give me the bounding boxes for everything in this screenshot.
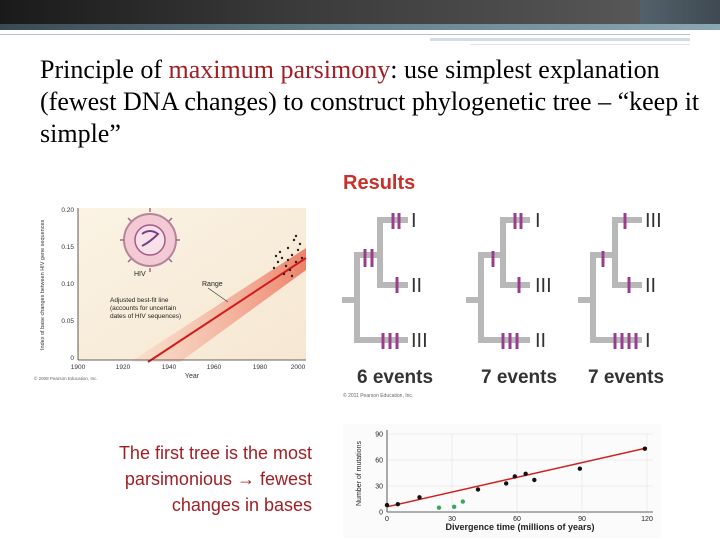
data-point: [417, 495, 422, 500]
decor-line: [470, 44, 690, 45]
fit-label: dates of HIV sequences): [110, 313, 181, 320]
leaf-label: I: [645, 330, 651, 352]
header-band: [0, 0, 720, 24]
title-text: Principle of: [40, 55, 169, 84]
data-point: [642, 446, 648, 451]
trend-line: [386, 447, 648, 508]
decor-line: [0, 34, 690, 35]
x-tick-label: 30: [448, 516, 456, 523]
x-tick-label: 1920: [116, 364, 131, 371]
leaf-label: II: [411, 275, 422, 297]
y-tick-label: 60: [375, 458, 383, 465]
leaf-label: III: [645, 210, 662, 232]
copyright: © 2008 Pearson Education, Inc.: [34, 375, 98, 381]
y-tick-label: 0: [70, 355, 74, 362]
hiv-virus-illustration: [120, 208, 180, 272]
x-tick-label: 1900: [71, 364, 86, 371]
fit-label: Adjusted best-fit line: [110, 297, 169, 304]
x-axis-label: Year: [185, 373, 200, 380]
x-tick-label: 0: [385, 516, 389, 523]
x-tick-label: 90: [578, 516, 586, 523]
data-point: [460, 499, 466, 504]
hiv-sequence-points: [272, 234, 304, 278]
tick-labels: 0 30 60 90 0 30 60 90 120: [375, 432, 653, 524]
y-tick-label: 0: [379, 510, 383, 517]
data-point: [512, 474, 518, 479]
copyright: © 2011 Pearson Education, Inc.: [343, 392, 413, 399]
leaf-label: III: [411, 330, 428, 352]
hiv-label: HIV: [134, 271, 146, 278]
header-stripe: [0, 24, 720, 30]
x-tick-label: 2000: [291, 364, 306, 371]
y-axis-label: Number of mutations: [356, 441, 363, 506]
header-band-accent: [640, 0, 720, 24]
results-heading: Results: [343, 172, 415, 194]
y-tick-label: 90: [375, 432, 383, 439]
decor-line: [430, 38, 690, 41]
events-label: 7 events: [588, 367, 664, 388]
leaf-label: III: [535, 275, 552, 297]
leaf-label: II: [535, 330, 546, 352]
events-label: 7 events: [481, 367, 557, 388]
x-axis-label: Divergence time (millions of years): [445, 522, 594, 532]
y-tick-label: 0.20: [61, 207, 74, 214]
data-point: [451, 504, 457, 509]
mutation-markers: [363, 213, 638, 349]
leaf-label: I: [411, 210, 417, 232]
data-point: [577, 466, 583, 471]
caption: The first tree is the most parsimonious …: [118, 443, 312, 515]
title-text: : use simplest explanation (fewest DNA c…: [40, 55, 700, 148]
data-points: [384, 446, 648, 510]
data-point: [523, 471, 528, 477]
events-label: 6 events: [357, 367, 433, 388]
y-tick-label: 0.10: [61, 281, 74, 288]
leaf-labels: I II III I III II III II I: [411, 210, 662, 352]
results-panel: Results I II III I III II III II I 6 eve…: [342, 172, 664, 399]
data-point: [384, 502, 390, 508]
slide-title: Principle of maximum parsimony: use simp…: [40, 54, 700, 150]
leaf-label: I: [535, 210, 541, 232]
x-tick-label: 60: [513, 516, 521, 523]
data-point: [475, 487, 481, 492]
event-counts: 6 events 7 events 7 events: [357, 367, 664, 388]
x-tick-label: 1960: [207, 364, 222, 371]
y-tick-label: 0.15: [61, 244, 74, 251]
data-point: [532, 477, 537, 483]
y-tick-label: 30: [375, 484, 383, 491]
x-tick-label: 1980: [253, 364, 268, 371]
mutation-chart: 0 30 60 90 0 30 60 90 120 Number of mutations Di…: [343, 424, 661, 538]
fit-label: (accounts for uncertain: [110, 305, 177, 312]
data-point: [503, 481, 509, 486]
y-tick-label: 0.05: [61, 318, 74, 325]
x-tick-label: 120: [641, 516, 653, 523]
x-tick-label: 1940: [162, 364, 177, 371]
y-axis-label: Index of base changes between HIV gene s…: [40, 219, 46, 350]
title-highlight: maximum parsimony: [168, 55, 391, 84]
data-point: [395, 502, 401, 507]
range-band: [130, 248, 306, 362]
leaf-label: II: [645, 275, 656, 297]
best-fit-line: [147, 257, 307, 363]
range-leader: [207, 287, 229, 303]
range-label: Range: [202, 281, 223, 288]
hiv-chart: HIV Range Adjusted best-fit line (accoun…: [34, 207, 307, 381]
data-point: [436, 505, 442, 510]
